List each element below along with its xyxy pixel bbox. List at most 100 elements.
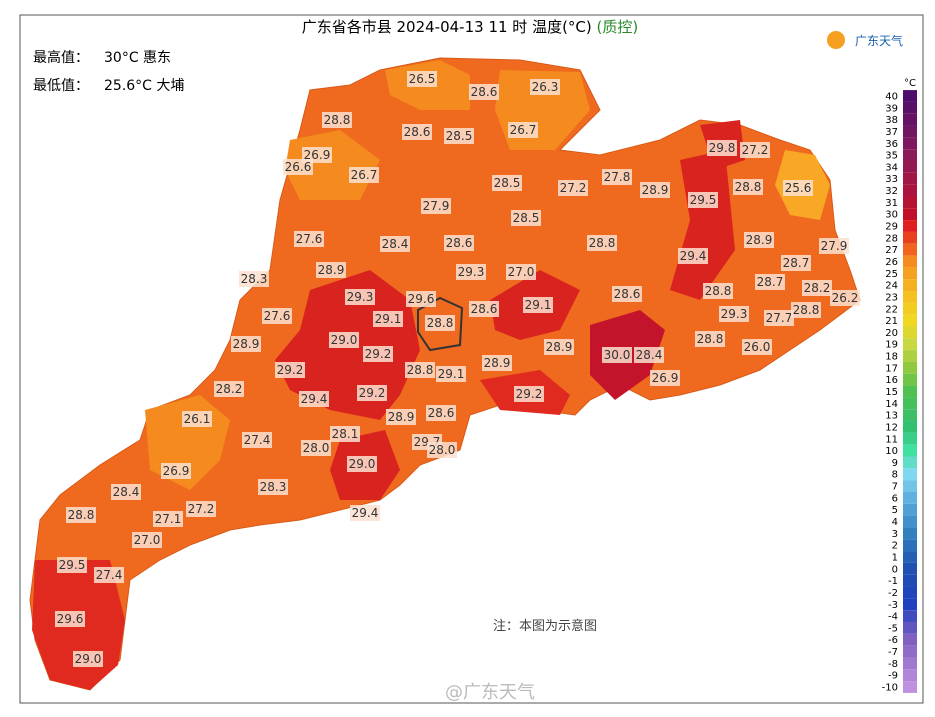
legend-swatch xyxy=(903,243,917,256)
label-box xyxy=(602,169,632,185)
legend-swatch xyxy=(903,184,917,197)
legend-unit: °C xyxy=(904,78,916,89)
label-box xyxy=(345,289,375,305)
label-box xyxy=(688,192,718,208)
label-box xyxy=(764,310,794,326)
temperature-label: 26.9 xyxy=(304,148,331,162)
temperature-label: 28.7 xyxy=(757,275,784,289)
temperature-label: 26.9 xyxy=(163,464,190,478)
legend-swatch xyxy=(903,527,917,540)
label-box xyxy=(380,236,410,252)
label-box xyxy=(262,308,292,324)
temperature-label: 28.8 xyxy=(705,284,732,298)
label-box xyxy=(587,235,617,251)
legend-swatch xyxy=(903,409,917,422)
label-box xyxy=(707,140,737,156)
legend-tick-label: 26 xyxy=(885,257,898,268)
label-box xyxy=(482,355,512,371)
legend-tick-label: -7 xyxy=(888,647,898,658)
min-label: 最低值： xyxy=(33,78,89,94)
temperature-label: 28.6 xyxy=(471,85,498,99)
legend-swatch xyxy=(903,196,917,209)
label-box xyxy=(349,167,379,183)
legend-tick-label: 30 xyxy=(885,210,898,221)
legend-tick-label: 3 xyxy=(892,529,898,540)
legend-tick-label: 11 xyxy=(885,434,898,445)
legend-swatch xyxy=(903,373,917,386)
watermark: @广东天气 xyxy=(445,682,535,703)
legend-tick-label: -2 xyxy=(888,588,898,599)
temperature-label: 26.6 xyxy=(285,160,312,174)
temperature-label: 28.8 xyxy=(735,180,762,194)
temperature-label: 28.9 xyxy=(484,356,511,370)
temperature-label: 28.2 xyxy=(216,382,243,396)
legend-tick-label: -5 xyxy=(888,623,898,634)
legend-swatch xyxy=(903,468,917,481)
legend-swatch xyxy=(903,101,917,114)
legend-swatch xyxy=(903,326,917,339)
label-box xyxy=(239,271,269,287)
legend-tick-label: 27 xyxy=(885,245,898,256)
legend-swatch xyxy=(903,551,917,563)
legend-swatch xyxy=(903,208,917,221)
temperature-label: 26.0 xyxy=(744,340,771,354)
label-box xyxy=(275,362,305,378)
label-box xyxy=(363,346,393,362)
legend-tick-label: 5 xyxy=(892,505,898,516)
temperature-label: 29.2 xyxy=(516,387,543,401)
legend-tick-label: 17 xyxy=(885,363,898,374)
legend-tick-label: 40 xyxy=(885,92,898,103)
logo-icon xyxy=(827,31,845,49)
legend-swatch xyxy=(903,633,917,646)
label-box xyxy=(508,122,538,138)
label-box xyxy=(57,557,87,573)
label-box xyxy=(802,280,832,296)
label-box xyxy=(182,411,212,427)
legend-swatch xyxy=(903,397,917,410)
temperature-label: 26.5 xyxy=(409,72,436,86)
temperature-label: 28.5 xyxy=(446,129,473,143)
temperature-label: 26.3 xyxy=(532,80,559,94)
label-box xyxy=(111,484,141,500)
legend-tick-label: -9 xyxy=(888,671,898,682)
temperature-label: 28.6 xyxy=(428,406,455,420)
label-box xyxy=(231,336,261,352)
label-box xyxy=(781,255,811,271)
temperature-label: 28.2 xyxy=(804,281,831,295)
label-box xyxy=(755,274,785,290)
legend-tick-label: -4 xyxy=(888,612,898,623)
label-box xyxy=(258,479,288,495)
temperature-label: 28.6 xyxy=(471,302,498,316)
temperature-label: 27.9 xyxy=(821,239,848,253)
legend-swatch xyxy=(903,255,917,268)
label-box xyxy=(426,405,456,421)
label-box xyxy=(678,248,708,264)
temperature-label: 28.8 xyxy=(697,332,724,346)
temperature-label: 28.8 xyxy=(427,316,454,330)
legend-swatch xyxy=(903,562,917,575)
temperature-label: 27.4 xyxy=(244,433,271,447)
legend-tick-label: 16 xyxy=(885,375,898,386)
label-box xyxy=(283,159,313,175)
label-box xyxy=(791,302,821,318)
label-box xyxy=(719,306,749,322)
legend-swatch xyxy=(903,291,917,303)
legend-swatch xyxy=(903,113,917,126)
label-box xyxy=(640,182,670,198)
temperature-label: 27.7 xyxy=(766,311,793,325)
temperature-label: 27.0 xyxy=(134,533,161,547)
legend-swatch xyxy=(903,350,917,362)
temperature-label: 28.6 xyxy=(404,125,431,139)
legend-tick-label: 25 xyxy=(885,269,898,280)
temperature-label: 29.3 xyxy=(721,307,748,321)
legend-swatch xyxy=(903,137,917,150)
temperature-label: 28.8 xyxy=(793,303,820,317)
legend-tick-label: 31 xyxy=(885,198,898,209)
temperature-label: 28.9 xyxy=(388,410,415,424)
temperature-label: 27.2 xyxy=(742,143,769,157)
temperature-label: 28.3 xyxy=(260,480,287,494)
legend-swatch xyxy=(903,574,917,587)
temperature-label: 27.1 xyxy=(155,512,182,526)
temperature-label: 29.0 xyxy=(75,652,102,666)
temperature-label: 29.5 xyxy=(59,558,86,572)
